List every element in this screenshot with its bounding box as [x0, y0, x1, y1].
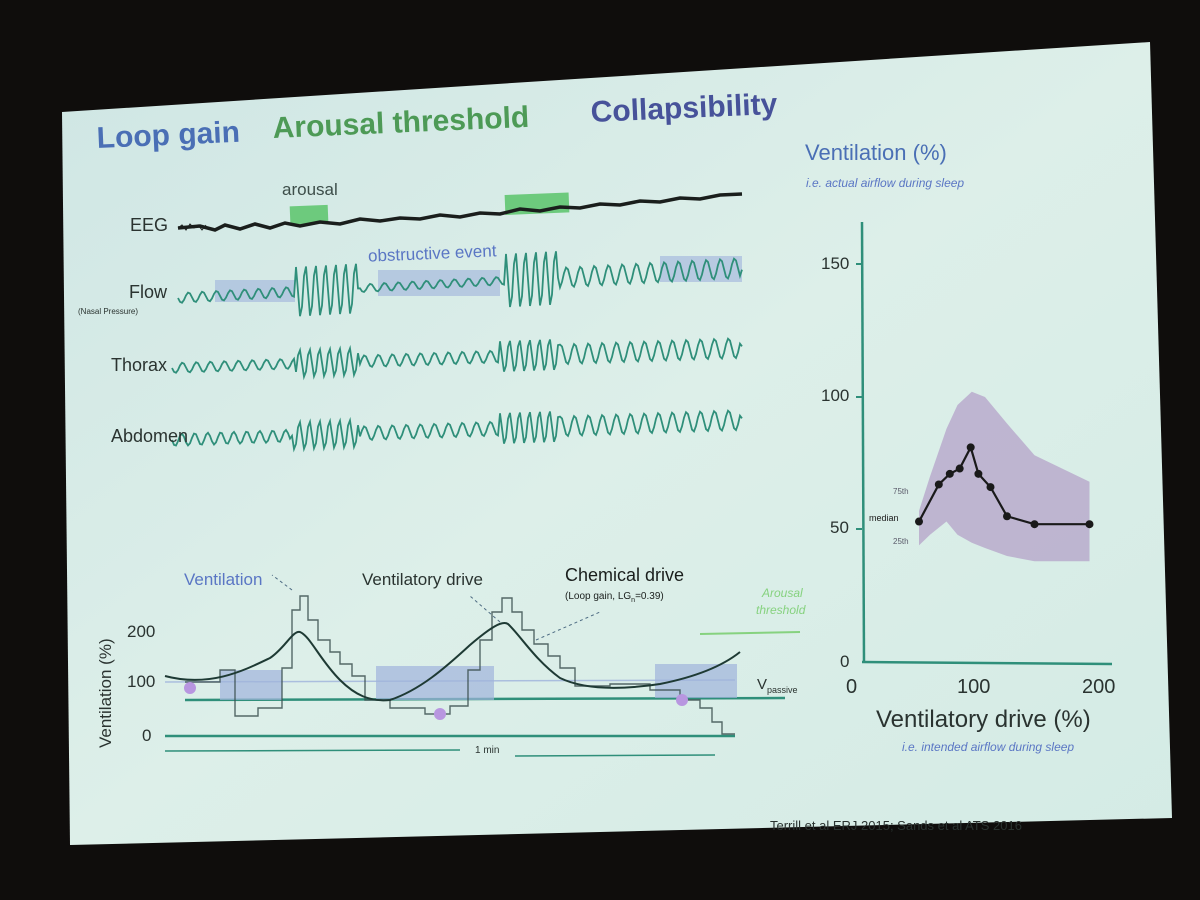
median-line [918, 444, 1090, 526]
abdomen-trace [171, 409, 743, 453]
median-point [915, 517, 923, 526]
chemical-drive-sublabel: (Loop gain, LGn=0.39) [565, 591, 664, 604]
flow-sublabel: (Nasal Pressure) [78, 307, 139, 316]
right-xsubtitle: i.e. intended airflow during sleep [902, 740, 1075, 754]
right-xlabel: Ventilatory drive (%) [876, 706, 1091, 733]
flow-trace [177, 251, 743, 317]
arousal-highlight-1 [289, 204, 329, 225]
right-ytick-50: 50 [830, 518, 849, 537]
median-point [934, 480, 943, 489]
thorax-label: Thorax [111, 355, 168, 375]
arousal-threshold-label-2: threshold [756, 603, 806, 617]
abdomen-label: Abdomen [111, 426, 189, 446]
flow-label: Flow [129, 282, 168, 302]
median-point [966, 443, 975, 452]
median-point [1003, 512, 1011, 521]
right-ytick-150: 150 [821, 254, 850, 273]
ventilation-label: Ventilation [184, 570, 263, 589]
median-point [974, 469, 983, 478]
median-point [955, 464, 964, 473]
lower-ytick-100: 100 [127, 672, 156, 691]
time-scale-label: 1 min [475, 745, 500, 756]
band-75th-label: 75th [893, 487, 909, 496]
median-point [1085, 520, 1094, 529]
ventilatory-drive-label: Ventilatory drive [362, 570, 483, 589]
right-ytick-0: 0 [840, 652, 850, 671]
v-passive-label: Vpassive [757, 676, 798, 695]
right-ytick-100: 100 [821, 386, 850, 405]
slide-screen [62, 42, 1172, 845]
band-25th-label: 25th [893, 537, 909, 546]
chemical-drive-curve [164, 622, 741, 702]
median-label: median [869, 513, 899, 523]
right-xtick-200: 200 [1082, 676, 1116, 698]
lower-ytick-200: 200 [127, 622, 156, 641]
ventilation-step-trace [185, 595, 735, 735]
arousal-label: arousal [282, 180, 338, 199]
eeg-label: EEG [130, 215, 169, 235]
median-point [1030, 520, 1039, 529]
chemical-drive-label: Chemical drive [565, 565, 685, 585]
heading-loop-gain: Loop gain [96, 115, 241, 155]
eeg-trace [177, 192, 743, 232]
lower-ytick-0: 0 [142, 726, 152, 745]
right-subtitle: i.e. actual airflow during sleep [806, 176, 965, 190]
median-point [986, 483, 995, 492]
thorax-trace [171, 337, 743, 381]
arousal-threshold-label-1: Arousal [762, 586, 803, 600]
right-chart [856, 221, 1113, 666]
citation: Terrill et al ERJ 2015; Sands et al ATS … [770, 818, 1022, 833]
right-xtick-0: 0 [846, 676, 858, 698]
right-title: Ventilation (%) [805, 140, 947, 165]
right-xtick-100: 100 [957, 676, 991, 698]
median-point [945, 469, 954, 478]
lower-ylabel: Ventilation (%) [96, 638, 115, 748]
percentile-band [919, 391, 1090, 562]
lower-plot [164, 574, 801, 757]
